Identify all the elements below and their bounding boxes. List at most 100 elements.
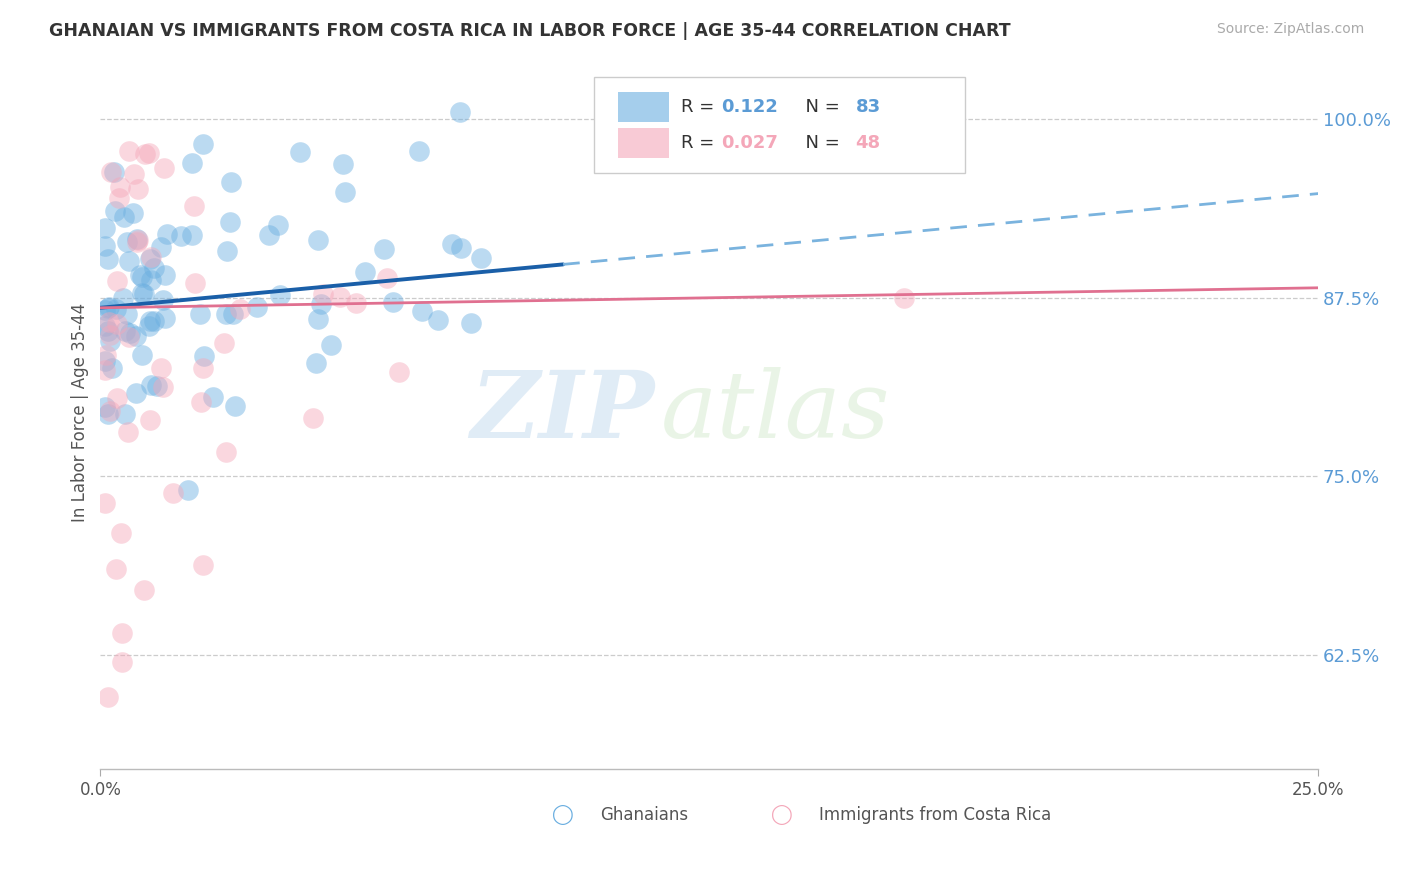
Point: [246, 300, 269, 314]
Point: [191, 558, 214, 573]
Point: [131, 269, 153, 284]
Point: [100, 165, 122, 179]
Point: [94, 348, 117, 362]
Point: [141, 273, 163, 287]
Point: [375, 270, 398, 285]
Point: [117, 235, 139, 249]
Point: [138, 146, 160, 161]
Point: [224, 400, 246, 414]
Point: [305, 356, 328, 370]
Point: [177, 483, 200, 498]
Point: [139, 250, 162, 264]
Point: [307, 233, 329, 247]
Point: [150, 360, 173, 375]
Point: [388, 365, 411, 379]
Point: [257, 227, 280, 242]
Point: [373, 242, 395, 256]
Point: [354, 265, 377, 279]
Point: [127, 233, 149, 247]
Point: [103, 165, 125, 179]
Point: [131, 285, 153, 300]
Point: [118, 254, 141, 268]
Point: [112, 210, 135, 224]
Point: [94, 354, 117, 368]
Point: [156, 227, 179, 241]
Text: ◯: ◯: [772, 805, 793, 825]
Point: [131, 348, 153, 362]
Point: [169, 228, 191, 243]
Point: [127, 235, 149, 249]
Point: [114, 407, 136, 421]
Point: [470, 251, 492, 265]
Point: [110, 655, 132, 669]
Point: [105, 562, 128, 576]
Text: atlas: atlas: [661, 367, 890, 457]
Point: [98, 301, 121, 315]
Point: [307, 311, 329, 326]
Point: [105, 273, 128, 287]
Point: [193, 349, 215, 363]
Point: [124, 386, 146, 401]
Text: Ghanaians: Ghanaians: [599, 806, 688, 824]
Point: [180, 156, 202, 170]
Point: [94, 239, 117, 253]
Point: [143, 261, 166, 276]
Y-axis label: In Labor Force | Age 35-44: In Labor Force | Age 35-44: [72, 302, 89, 522]
Point: [460, 316, 482, 330]
Point: [134, 583, 156, 598]
Point: [440, 237, 463, 252]
FancyBboxPatch shape: [593, 77, 965, 173]
Point: [94, 220, 117, 235]
Point: [202, 390, 225, 404]
Point: [117, 425, 139, 440]
Point: [98, 334, 121, 349]
Point: [117, 145, 139, 159]
Point: [152, 380, 174, 394]
Text: R =: R =: [682, 98, 720, 116]
Text: Source: ZipAtlas.com: Source: ZipAtlas.com: [1216, 22, 1364, 37]
Point: [449, 105, 471, 120]
Text: Immigrants from Costa Rica: Immigrants from Costa Rica: [818, 806, 1052, 824]
Text: R =: R =: [682, 134, 720, 152]
Point: [138, 318, 160, 333]
Point: [138, 314, 160, 328]
Point: [97, 301, 120, 316]
Point: [450, 241, 472, 255]
Point: [101, 361, 124, 376]
Point: [427, 313, 450, 327]
Point: [139, 377, 162, 392]
Point: [381, 295, 404, 310]
Point: [212, 336, 235, 351]
Point: [309, 297, 332, 311]
Point: [153, 311, 176, 326]
Point: [111, 626, 134, 640]
Text: GHANAIAN VS IMMIGRANTS FROM COSTA RICA IN LABOR FORCE | AGE 35-44 CORRELATION CH: GHANAIAN VS IMMIGRANTS FROM COSTA RICA I…: [49, 22, 1011, 40]
Point: [190, 395, 212, 409]
Point: [219, 175, 242, 189]
Point: [332, 157, 354, 171]
Point: [319, 337, 342, 351]
Point: [162, 486, 184, 500]
Point: [129, 268, 152, 283]
Point: [219, 215, 242, 229]
Point: [139, 252, 162, 266]
Text: N =: N =: [794, 98, 846, 116]
Text: 83: 83: [855, 98, 880, 116]
Point: [115, 307, 138, 321]
Point: [125, 328, 148, 343]
Point: [94, 362, 117, 376]
Point: [269, 287, 291, 301]
Point: [411, 303, 433, 318]
Point: [97, 407, 120, 421]
Point: [215, 307, 238, 321]
Point: [217, 244, 239, 259]
Point: [229, 301, 252, 316]
Point: [127, 181, 149, 195]
Point: [191, 136, 214, 151]
Point: [153, 268, 176, 282]
Text: N =: N =: [794, 134, 846, 152]
Point: [188, 307, 211, 321]
FancyBboxPatch shape: [617, 92, 669, 122]
Point: [110, 526, 132, 541]
Point: [146, 379, 169, 393]
